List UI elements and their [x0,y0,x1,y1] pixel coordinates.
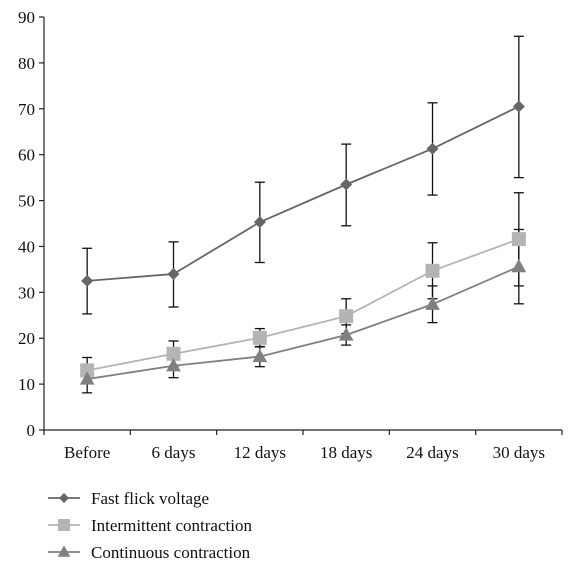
legend-marker-square [58,519,70,531]
y-tick-label: 50 [18,192,35,211]
y-tick-label: 30 [18,283,35,302]
x-tick-label: 24 days [406,443,458,462]
data-point-diamond [253,216,266,229]
data-point-diamond [81,274,94,287]
x-tick-label: 6 days [152,443,196,462]
y-tick-label: 80 [18,54,35,73]
x-tick-label: 12 days [234,443,286,462]
data-point-square [339,309,354,324]
y-tick-label: 40 [18,237,35,256]
data-point-square [252,330,267,345]
data-point-square [425,263,440,278]
series-markers [79,100,527,385]
x-axis-ticks: Before 6 days 12 days 18 days 24 days 30 days [43,430,563,462]
error-bars [82,35,524,394]
x-tick-label: 18 days [320,443,372,462]
y-axis-ticks: 0 10 20 30 40 50 60 70 80 90 [18,8,44,440]
data-point-square [166,346,181,361]
y-tick-label: 60 [18,146,35,165]
y-tick-label: 20 [18,329,35,348]
series-line [87,105,520,282]
x-tick-label: Before [64,443,110,462]
data-point-square [511,232,526,247]
legend-marker-triangle [57,545,71,557]
y-tick-label: 90 [18,8,35,27]
legend-label: Intermittent contraction [91,516,252,535]
chart-axes [43,17,562,431]
data-point-triangle [166,358,181,372]
data-point-triangle [425,296,440,310]
legend: Fast flick voltage Intermittent contracti… [48,489,252,562]
data-point-triangle [252,348,268,363]
data-point-triangle [338,327,354,341]
data-point-diamond [167,267,180,280]
legend-label: Continuous contraction [91,543,251,562]
series-lines [86,105,520,380]
y-tick-label: 10 [18,375,35,394]
x-tick-label: 30 days [493,443,545,462]
data-point-diamond [426,142,439,155]
series-line [86,238,520,372]
y-tick-label: 70 [18,100,35,119]
legend-marker-diamond [59,493,69,503]
data-point-diamond [340,178,353,191]
y-tick-label: 0 [27,421,36,440]
data-point-triangle [511,258,527,273]
data-point-diamond [512,100,525,113]
series-line [87,265,520,380]
data-point-triangle [79,371,95,385]
legend-label: Fast flick voltage [91,489,209,508]
data-point-square [80,363,95,378]
